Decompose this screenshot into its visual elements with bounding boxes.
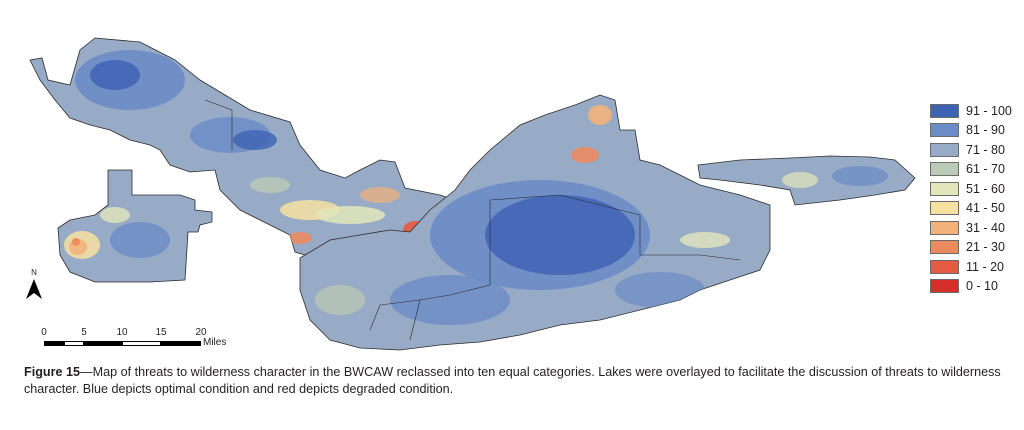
scale-tick-20: 20 <box>195 327 207 338</box>
legend-label: 71 - 80 <box>966 142 1005 157</box>
legend: 91 - 100 81 - 90 71 - 80 61 - 70 51 - 60… <box>930 101 1020 296</box>
north-arrow-icon <box>26 279 42 299</box>
legend-label: 61 - 70 <box>966 162 1005 177</box>
southwest-wilderness-region <box>57 169 213 283</box>
legend-swatch <box>930 103 959 118</box>
legend-item: 71 - 80 <box>930 140 1020 160</box>
legend-swatch <box>930 162 959 177</box>
legend-item: 61 - 70 <box>930 160 1020 180</box>
legend-label: 81 - 90 <box>966 123 1005 138</box>
north-arrow: N <box>25 269 43 306</box>
legend-item: 0 - 10 <box>930 277 1020 297</box>
legend-item: 91 - 100 <box>930 101 1020 121</box>
legend-item: 31 - 40 <box>930 218 1020 238</box>
legend-item: 41 - 50 <box>930 199 1020 219</box>
scale-tick-15: 15 <box>155 327 167 338</box>
legend-swatch <box>930 123 959 138</box>
legend-label: 21 - 30 <box>966 240 1005 255</box>
wilderness-threat-map <box>29 37 916 351</box>
northeast-wilderness-region <box>697 155 916 206</box>
north-letter: N <box>31 268 37 277</box>
unit-boundaries <box>204 99 741 341</box>
legend-label: 0 - 10 <box>966 279 998 294</box>
legend-swatch <box>930 201 959 216</box>
legend-swatch <box>930 220 959 235</box>
legend-swatch <box>930 142 959 157</box>
legend-item: 51 - 60 <box>930 179 1020 199</box>
legend-swatch <box>930 279 959 294</box>
east-wilderness-region <box>299 94 771 351</box>
caption-label: Figure 15 <box>24 365 80 379</box>
legend-label: 41 - 50 <box>966 201 1005 216</box>
scale-segment <box>84 341 122 346</box>
legend-swatch <box>930 181 959 196</box>
legend-label: 51 - 60 <box>966 181 1005 196</box>
scale-tick-5: 5 <box>81 327 87 338</box>
scale-segment <box>64 341 84 346</box>
caption-text: —Map of threats to wilderness character … <box>24 365 1001 396</box>
scale-segment <box>122 341 161 346</box>
scale-tick-10: 10 <box>116 327 128 338</box>
legend-swatch <box>930 240 959 255</box>
legend-item: 21 - 30 <box>930 238 1020 258</box>
scale-tick-0: 0 <box>41 327 47 338</box>
legend-item: 11 - 20 <box>930 257 1020 277</box>
figure-caption: Figure 15—Map of threats to wilderness c… <box>24 364 1009 398</box>
scale-segment <box>161 341 201 346</box>
legend-label: 91 - 100 <box>966 103 1012 118</box>
legend-item: 81 - 90 <box>930 121 1020 141</box>
legend-swatch <box>930 259 959 274</box>
legend-label: 31 - 40 <box>966 220 1005 235</box>
scale-unit: Miles <box>203 337 227 348</box>
scale-bar: 0 5 10 15 20 Miles <box>37 327 237 357</box>
legend-label: 11 - 20 <box>966 259 1004 274</box>
scale-segment <box>44 341 64 346</box>
